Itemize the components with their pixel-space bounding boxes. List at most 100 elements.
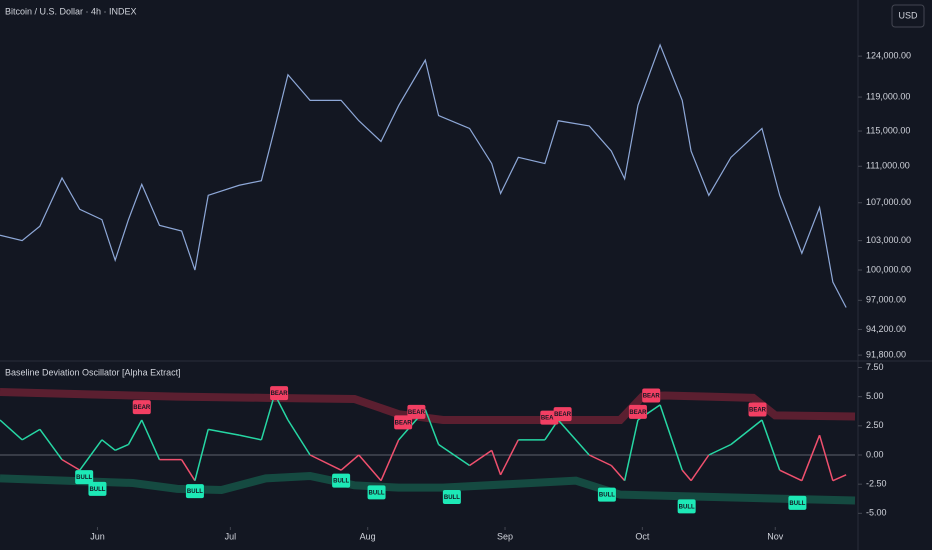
y-tick-label: -5.00 (866, 508, 887, 518)
chart-title: Bitcoin / U.S. Dollar · 4h · INDEX (5, 6, 137, 16)
currency-button[interactable] (891, 4, 925, 28)
signal-marker (75, 470, 94, 485)
signal-label: BULL (369, 490, 385, 496)
oscillator-segment (79, 439, 103, 471)
signal-marker (407, 404, 426, 419)
oscillator-segment (761, 419, 781, 471)
signal-marker (185, 484, 204, 499)
oscillator-segment (21, 428, 41, 441)
x-tick-label: Jul (225, 531, 237, 541)
signal-marker (553, 407, 572, 422)
oscillator-segment (681, 469, 692, 482)
y-tick-label: 103,000.00 (866, 235, 911, 245)
oscillator-segment (287, 419, 311, 456)
y-tick-label: 119,000.00 (866, 91, 910, 101)
currency-label[interactable]: USD (898, 10, 918, 20)
x-tick-label: Oct (635, 531, 650, 541)
signal-label: BEAR (749, 408, 767, 414)
y-tick-label: 111,000.00 (866, 161, 910, 171)
y-tick-label: 91,800.00 (866, 349, 906, 359)
oscillator-segment (499, 439, 519, 476)
oscillator-segment (141, 419, 161, 460)
signal-label: BEAR (408, 410, 426, 416)
oscillator-segment (779, 469, 803, 482)
oscillator-segment (127, 419, 143, 445)
oscillator-segment (610, 465, 626, 482)
oscillator-segment (180, 459, 196, 482)
y-tick-label: 94,200.00 (866, 324, 906, 334)
signal-label: BULL (444, 495, 460, 501)
signal-label: BULL (789, 501, 805, 507)
signal-label: BULL (89, 487, 105, 493)
price-line (0, 43, 847, 308)
oscillator-segment (659, 404, 683, 471)
y-tick-label: 115,000.00 (866, 125, 910, 135)
indicator-title: Baseline Deviation Oscillator [Alpha Ext… (5, 367, 181, 377)
oscillator-segment (469, 449, 493, 467)
signal-label: BEAR (554, 412, 572, 418)
signal-marker (132, 400, 151, 415)
y-tick-label: 7.50 (866, 362, 884, 372)
y-tick-label: 97,000.00 (866, 295, 906, 305)
signal-label: BEAR (133, 405, 151, 411)
y-tick-label: 124,000.00 (866, 51, 911, 61)
signal-marker (628, 404, 647, 419)
signal-marker (788, 495, 807, 510)
signal-label: BULL (599, 493, 615, 499)
signal-label: BULL (333, 479, 349, 485)
oscillator-segment (623, 419, 639, 481)
oscillator-segment (340, 454, 360, 471)
signal-marker (270, 386, 289, 401)
oscillator-segment (491, 450, 502, 476)
y-tick-label: 107,000.00 (866, 197, 911, 207)
signal-label: BEAR (643, 394, 661, 400)
x-tick-label: Jun (90, 531, 105, 541)
x-tick-label: Nov (767, 531, 784, 541)
oscillator-segment (101, 439, 116, 451)
signal-label: BEAR (395, 420, 413, 426)
band (0, 388, 856, 424)
oscillator-segment (61, 459, 81, 471)
oscillator-segment (818, 434, 834, 481)
signal-marker (442, 490, 461, 504)
x-tick-label: Sep (497, 531, 513, 541)
oscillator-segment (114, 443, 129, 452)
y-tick-label: -2.50 (866, 479, 887, 489)
oscillator-segment (438, 443, 471, 467)
y-tick-label: 100,000.00 (866, 264, 911, 274)
signal-label: BEAR (271, 391, 289, 397)
signal-marker (394, 415, 413, 430)
signal-marker (597, 487, 616, 502)
oscillator-segment (832, 474, 847, 482)
signal-marker (88, 481, 107, 496)
oscillator-segment (309, 454, 342, 471)
oscillator-segment (588, 454, 612, 467)
oscillator-segment (358, 454, 382, 482)
oscillator-segment (239, 434, 262, 441)
oscillator-segment (708, 443, 732, 456)
x-tick-label: Aug (360, 531, 376, 541)
signal-label: BEAR (541, 416, 559, 422)
signal-label: BULL (76, 475, 92, 481)
oscillator-segment (194, 429, 209, 481)
oscillator-segment (208, 428, 240, 436)
oscillator-segment (557, 419, 590, 456)
signal-marker (677, 499, 696, 514)
signal-marker (332, 473, 351, 488)
oscillator-segment (0, 419, 23, 441)
signal-marker (748, 402, 767, 417)
y-tick-label: 5.00 (866, 391, 884, 401)
oscillator-segment (380, 439, 400, 481)
signal-marker (642, 388, 661, 403)
signal-label: BEAR (629, 410, 647, 416)
oscillator-segment (690, 454, 710, 482)
oscillator-segment (260, 394, 276, 441)
y-tick-label: 2.50 (866, 420, 884, 430)
signal-marker (367, 485, 386, 500)
oscillator-segment (801, 434, 821, 481)
oscillator-segment (730, 419, 763, 446)
oscillator-segment (39, 428, 63, 461)
